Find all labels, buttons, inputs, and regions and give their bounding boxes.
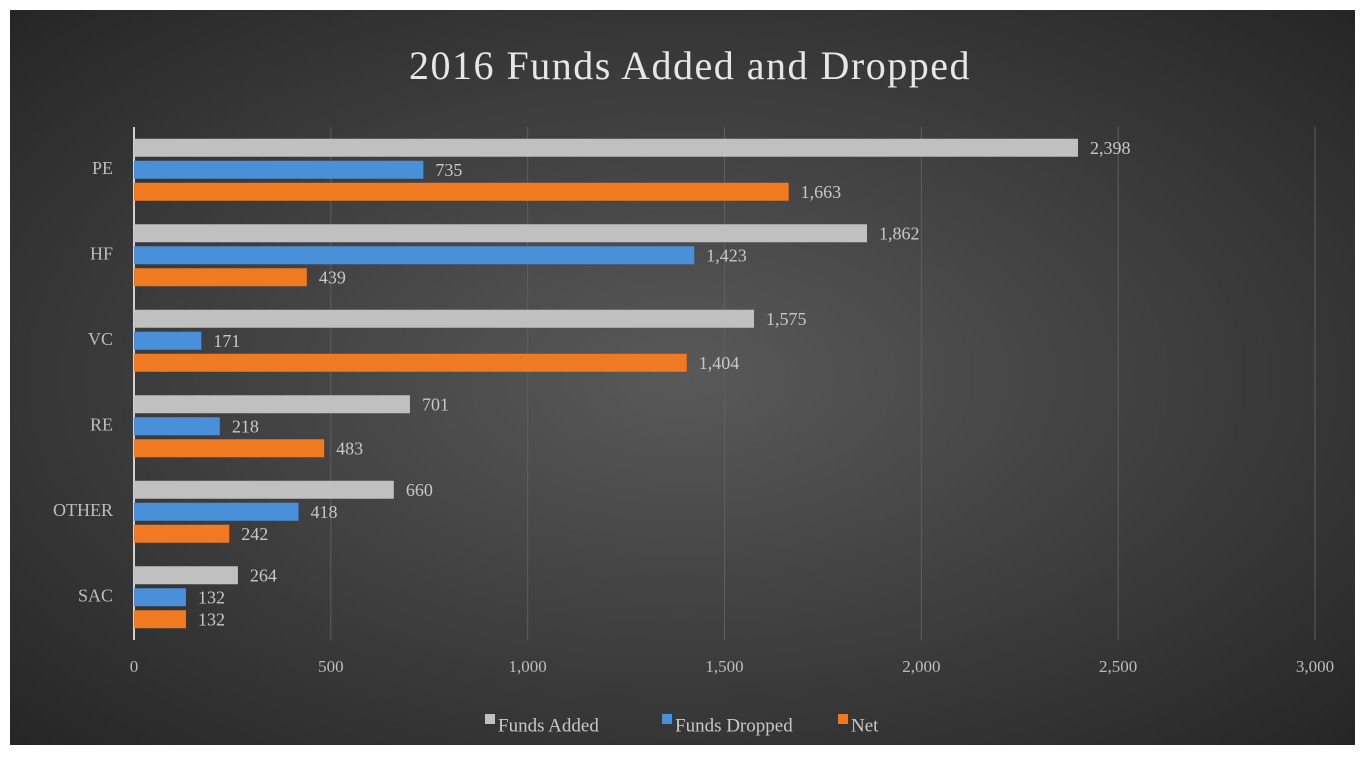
data-label: 1,423	[706, 245, 747, 265]
y-tick-label: OTHER	[53, 500, 113, 520]
x-tick-label: 1,000	[509, 657, 547, 676]
x-tick-label: 2,000	[902, 657, 940, 676]
bar	[134, 309, 755, 328]
x-tick-label: 3,000	[1296, 657, 1334, 676]
bar	[134, 439, 325, 458]
bar	[134, 331, 202, 350]
bar	[134, 353, 687, 372]
bar	[134, 588, 186, 607]
bar	[134, 566, 238, 585]
y-tick-label: SAC	[78, 585, 113, 605]
x-tick-label: 500	[318, 657, 344, 676]
data-label: 242	[241, 524, 268, 544]
legend-label: Net	[851, 715, 879, 736]
bar	[134, 610, 186, 629]
legend-swatch	[662, 714, 672, 724]
bar	[134, 182, 789, 201]
data-label: 218	[232, 416, 259, 436]
data-label: 1,862	[879, 223, 920, 243]
bar	[134, 246, 695, 265]
bar	[134, 417, 220, 436]
data-label: 439	[319, 267, 346, 287]
data-label: 483	[336, 438, 363, 458]
chart-title: 2016 Funds Added and Dropped	[409, 43, 971, 88]
data-label: 1,663	[801, 182, 842, 202]
x-tick-label: 1,500	[705, 657, 743, 676]
bar	[134, 524, 230, 543]
y-tick-label: VC	[88, 329, 113, 349]
legend-label: Funds Added	[498, 715, 599, 736]
bar	[134, 480, 394, 499]
x-tick-label: 2,500	[1099, 657, 1137, 676]
bar	[134, 502, 299, 521]
data-label: 701	[422, 394, 449, 414]
x-tick-label: 0	[130, 657, 139, 676]
y-tick-label: RE	[90, 414, 113, 434]
data-label: 2,398	[1090, 138, 1131, 158]
legend-swatch	[485, 714, 495, 724]
legend-label: Funds Dropped	[675, 715, 793, 736]
data-label: 132	[198, 609, 225, 629]
y-tick-label: HF	[90, 243, 113, 263]
data-label: 735	[435, 160, 462, 180]
data-label: 1,575	[766, 309, 807, 329]
chart-background	[10, 10, 1355, 745]
data-label: 132	[198, 587, 225, 607]
bar	[134, 395, 410, 414]
legend-swatch	[838, 714, 848, 724]
data-label: 264	[250, 565, 277, 585]
bar	[134, 268, 307, 287]
data-label: 1,404	[699, 353, 740, 373]
data-label: 660	[406, 480, 433, 500]
bar	[134, 138, 1079, 157]
y-tick-label: PE	[92, 158, 113, 178]
data-label: 171	[213, 331, 240, 351]
bar	[134, 160, 424, 179]
data-label: 418	[311, 502, 338, 522]
bar	[134, 224, 868, 243]
